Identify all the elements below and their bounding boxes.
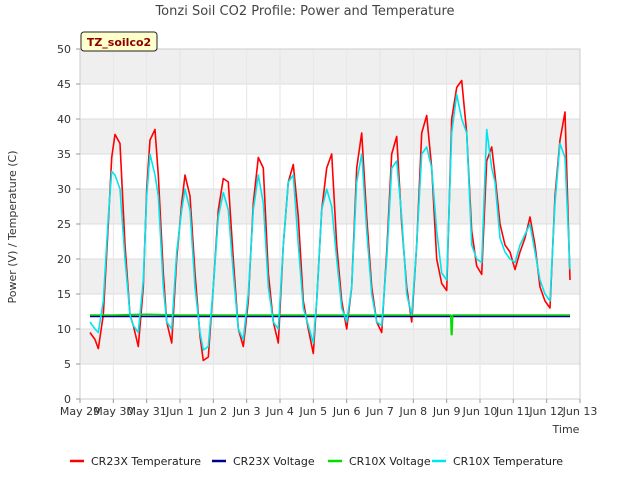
y-tick-label: 20 [57,253,71,266]
x-tick-label: Jun 13 [562,405,598,418]
legend-item-cr23x-temperature: CR23X Temperature [70,455,201,468]
y-tick-label: 40 [57,113,71,126]
y-tick-label: 35 [57,148,71,161]
grid-band [80,49,580,84]
x-tick-label: Jun 1 [165,405,194,418]
y-tick-label: 0 [64,393,71,406]
grid-band [80,329,580,364]
y-tick-label: 50 [57,43,71,56]
y-tick-label: 45 [57,78,71,91]
x-axis-label: Time [552,423,580,436]
x-tick-label: Jun 2 [198,405,227,418]
x-tick-label: Jun 4 [265,405,294,418]
x-tick-label: Jun 3 [232,405,261,418]
legend-label: CR23X Temperature [91,455,201,468]
x-tick-label: Jun 6 [332,405,361,418]
x-tick-label: Jun 9 [432,405,461,418]
y-tick-label: 25 [57,218,71,231]
chart-title: Tonzi Soil CO2 Profile: Power and Temper… [154,4,454,19]
x-tick-label: May 29 [60,405,100,418]
legend-item-cr10x-voltage: CR10X Voltage [328,455,431,468]
x-tick-label: Jun 10 [462,405,498,418]
x-tick-label: Jun 12 [528,405,564,418]
x-tick-label: Jun 11 [495,405,531,418]
series-line-cr10x-temperature [89,93,571,351]
legend-label: CR10X Temperature [453,455,563,468]
grid-band [80,119,580,154]
legend-item-cr10x-temperature: CR10X Temperature [432,455,563,468]
x-tick-label: Jun 8 [398,405,427,418]
legend: CR23X Temperature CR23X Voltage CR10X Volt… [70,455,563,468]
grid-band [80,189,580,224]
station-tag: TZ_soilco2 [80,31,158,52]
y-tick-label: 5 [64,358,71,371]
station-tag-box [80,31,158,52]
legend-item-cr23x-voltage: CR23X Voltage [212,455,315,468]
x-tick-label: Jun 7 [365,405,394,418]
x-tick-label: May 30 [93,405,133,418]
y-tick-label: 15 [57,288,71,301]
x-tick-label: May 31 [127,405,167,418]
grid-band [80,259,580,294]
series-line-cr10x-voltage [90,313,570,336]
y-tick-label: 30 [57,183,71,196]
y-axis-ticks: 0 5 10 15 20 25 30 35 40 45 50 [57,43,80,406]
y-tick-label: 10 [57,323,71,336]
x-tick-label: Jun 5 [298,405,327,418]
station-tag-label: TZ_soilco2 [87,36,151,49]
legend-label: CR10X Voltage [349,455,431,468]
series-layer [89,79,571,362]
y-axis-label: Power (V) / Temperature (C) [6,150,19,303]
legend-label: CR23X Voltage [233,455,315,468]
